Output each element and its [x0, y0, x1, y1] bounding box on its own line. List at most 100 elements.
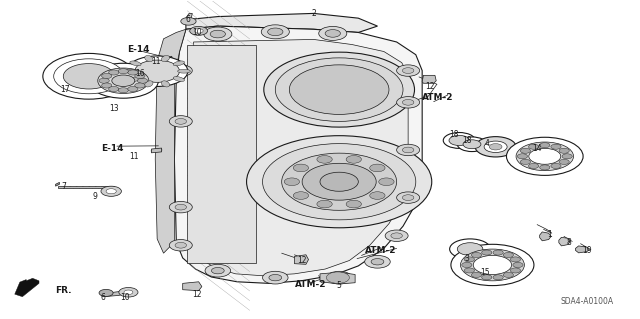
Circle shape [275, 58, 403, 122]
Polygon shape [187, 45, 256, 263]
Circle shape [516, 142, 573, 171]
Circle shape [170, 240, 192, 251]
Circle shape [127, 56, 188, 86]
Text: 14: 14 [532, 144, 542, 153]
Text: 18: 18 [449, 130, 459, 139]
Circle shape [98, 68, 149, 93]
Circle shape [370, 192, 385, 199]
Text: 19: 19 [582, 246, 592, 255]
Text: 10: 10 [120, 293, 130, 301]
Circle shape [289, 65, 389, 115]
Circle shape [128, 86, 138, 92]
Circle shape [43, 53, 135, 99]
Text: 17: 17 [60, 85, 69, 94]
Circle shape [99, 78, 109, 83]
Text: ATM-2: ATM-2 [422, 93, 454, 102]
Circle shape [510, 268, 520, 273]
Circle shape [264, 52, 415, 127]
Circle shape [484, 141, 507, 152]
Circle shape [397, 192, 420, 203]
Text: 13: 13 [109, 104, 119, 113]
Circle shape [472, 272, 482, 278]
Text: ATM-2: ATM-2 [294, 280, 326, 289]
Circle shape [180, 18, 196, 25]
Circle shape [475, 137, 516, 157]
Circle shape [493, 275, 503, 280]
Circle shape [135, 83, 145, 88]
Polygon shape [56, 182, 60, 186]
Polygon shape [152, 148, 162, 153]
Ellipse shape [161, 81, 170, 87]
Circle shape [293, 164, 308, 172]
Circle shape [63, 63, 115, 89]
Ellipse shape [145, 81, 153, 87]
Circle shape [284, 178, 300, 186]
Text: 15: 15 [480, 268, 490, 277]
Circle shape [109, 86, 119, 92]
Circle shape [262, 144, 416, 220]
Text: 9: 9 [93, 191, 98, 201]
Circle shape [444, 132, 475, 148]
Circle shape [551, 163, 561, 168]
Circle shape [403, 100, 414, 105]
Circle shape [175, 242, 186, 248]
Text: 4: 4 [485, 139, 490, 148]
Circle shape [119, 287, 138, 297]
Circle shape [128, 70, 138, 75]
Text: 12: 12 [425, 82, 435, 91]
Circle shape [461, 249, 524, 281]
Polygon shape [166, 56, 172, 60]
Polygon shape [15, 278, 39, 297]
Circle shape [124, 290, 133, 294]
Text: 12: 12 [192, 290, 202, 299]
Polygon shape [192, 40, 408, 276]
Circle shape [463, 140, 481, 149]
Circle shape [559, 148, 569, 153]
Circle shape [88, 63, 159, 98]
Circle shape [170, 116, 192, 127]
Circle shape [540, 165, 550, 170]
Circle shape [397, 97, 420, 108]
Circle shape [204, 27, 232, 41]
Circle shape [175, 204, 186, 210]
Circle shape [520, 148, 531, 153]
Circle shape [513, 263, 523, 268]
Circle shape [365, 256, 390, 268]
Text: 10: 10 [193, 28, 202, 37]
Text: 6: 6 [186, 15, 190, 24]
Circle shape [261, 25, 289, 39]
Polygon shape [174, 26, 422, 283]
Circle shape [102, 83, 112, 88]
Text: 16: 16 [135, 69, 145, 78]
Text: 8: 8 [566, 238, 572, 247]
Circle shape [135, 60, 179, 82]
Circle shape [109, 70, 119, 75]
Circle shape [262, 271, 288, 284]
Circle shape [506, 137, 583, 175]
Circle shape [370, 164, 385, 172]
Polygon shape [58, 186, 115, 188]
Circle shape [458, 243, 483, 256]
Circle shape [282, 153, 397, 210]
Circle shape [462, 263, 472, 268]
Circle shape [170, 201, 192, 213]
Polygon shape [184, 13, 192, 20]
Circle shape [175, 68, 186, 73]
Circle shape [320, 172, 358, 191]
Circle shape [503, 272, 513, 278]
Ellipse shape [177, 69, 190, 73]
Circle shape [489, 144, 502, 150]
Circle shape [450, 239, 490, 259]
Ellipse shape [173, 77, 184, 81]
Text: 1: 1 [548, 230, 552, 239]
Circle shape [379, 178, 394, 186]
Circle shape [326, 271, 352, 284]
Circle shape [194, 29, 203, 33]
Circle shape [246, 136, 432, 228]
Text: 18: 18 [462, 136, 472, 145]
Ellipse shape [130, 77, 141, 81]
Circle shape [210, 30, 225, 38]
Circle shape [326, 272, 349, 283]
Circle shape [540, 143, 550, 148]
Circle shape [464, 257, 474, 262]
